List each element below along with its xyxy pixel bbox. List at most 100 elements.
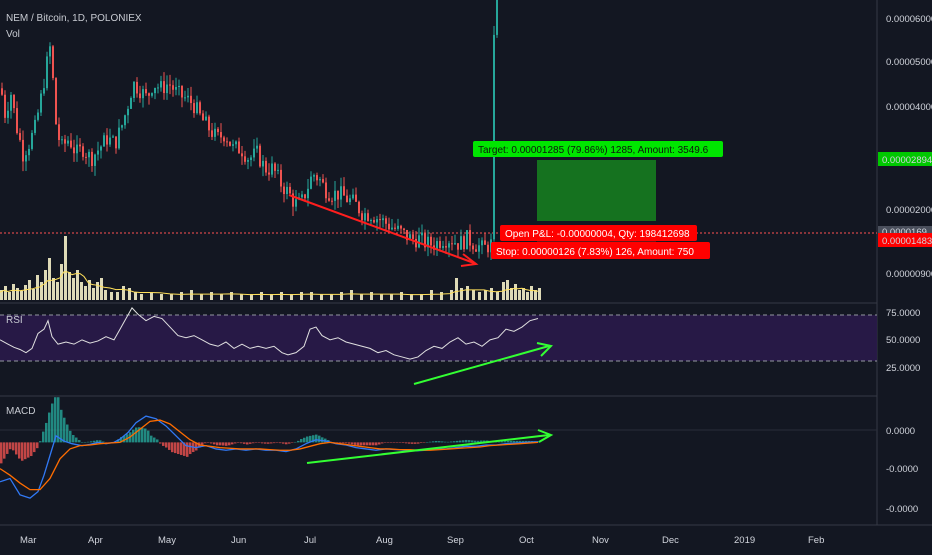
rsi-axis[interactable]: 75.0000 50.0000 25.0000: [886, 308, 920, 374]
macd-histogram-bar: [444, 441, 447, 443]
candle-body: [127, 108, 129, 116]
candle-body: [187, 95, 189, 98]
macd-histogram-bar: [153, 437, 156, 443]
macd-histogram-bar: [51, 403, 54, 443]
price-axis[interactable]: 0.00006000 0.00005000 0.00004000 0.00002…: [878, 14, 932, 280]
volume-ma-line: [0, 271, 539, 296]
candle-body: [337, 190, 339, 200]
macd-histogram-bar: [453, 441, 456, 443]
macd-histogram-bar: [384, 442, 387, 443]
macd-histogram-bar: [432, 441, 435, 443]
rsi-green-arrow[interactable]: [413, 342, 554, 385]
stop-label[interactable]: Stop: 0.00000126 (7.83%) 126, Amount: 75…: [491, 242, 710, 259]
volume-bar: [16, 288, 19, 300]
macd-histogram-bar: [48, 412, 51, 443]
candle-body: [373, 220, 375, 223]
macd-indicator-label[interactable]: MACD: [6, 406, 35, 417]
macd-histogram-bar: [69, 430, 72, 443]
macd-histogram-bar: [447, 441, 450, 443]
macd-histogram-bar: [222, 442, 225, 446]
macd-histogram-bar: [537, 441, 540, 443]
candle-body: [1, 88, 3, 95]
volume-bar: [320, 294, 323, 300]
macd-histogram-bar: [234, 442, 237, 444]
macd-histogram-bar: [456, 440, 459, 443]
volume-bar: [44, 270, 47, 300]
candle-body: [424, 232, 426, 248]
volume-indicator-label[interactable]: Vol: [6, 29, 20, 40]
volume-bar: [530, 286, 533, 300]
macd-histogram-bar: [516, 440, 519, 443]
candle-body: [472, 245, 474, 250]
macd-histogram-bar: [483, 440, 486, 443]
volume-bar: [455, 278, 458, 300]
macd-histogram-bar: [342, 442, 345, 444]
open-pl-label[interactable]: Open P&L: -0.00000004, Qty: 198412698: [500, 225, 697, 241]
macd-histogram-bar: [294, 441, 297, 443]
macd-histogram-bar: [99, 440, 102, 443]
candle-body: [358, 201, 360, 214]
candle-body: [166, 84, 168, 94]
macd-histogram-bar: [93, 440, 96, 443]
volume-bar: [72, 278, 75, 300]
target-zone[interactable]: [537, 160, 656, 221]
candle-body: [316, 175, 318, 181]
macd-histogram-bar: [264, 442, 267, 444]
open-pl-text: Open P&L: -0.00000004, Qty: 198412698: [505, 229, 690, 240]
red-trend-arrow[interactable]: [288, 194, 479, 267]
candle-body: [58, 124, 60, 141]
macd-histogram-bar: [18, 442, 21, 459]
macd-histogram-bar: [288, 442, 291, 444]
volume-bar: [410, 294, 413, 300]
candle-body: [175, 86, 177, 90]
volume-bar: [250, 294, 253, 300]
candle-body: [184, 97, 186, 99]
macd-histogram-bar: [60, 409, 63, 443]
macd-histogram-bar: [465, 439, 468, 443]
symbol-title[interactable]: NEM / Bitcoin, 1D, POLONIEX: [6, 13, 142, 24]
candle-body: [79, 144, 81, 147]
macd-histogram-bar: [417, 442, 420, 444]
target-label[interactable]: Target: 0.00001285 (79.86%) 1285, Amount…: [473, 141, 723, 157]
volume-bar: [210, 292, 213, 300]
volume-bar: [510, 288, 513, 300]
macd-histogram-bar: [321, 437, 324, 443]
macd-histogram-bar: [363, 442, 366, 446]
candle-body: [439, 241, 441, 248]
volume-bar: [514, 284, 517, 300]
candle-body: [454, 243, 456, 245]
macd-histogram-bar: [75, 437, 78, 443]
candle-body: [130, 98, 132, 109]
volume-bar: [496, 292, 499, 300]
macd-histogram-bar: [21, 442, 24, 461]
candle-body: [52, 46, 54, 79]
time-axis[interactable]: Mar Apr May Jun Jul Aug Sep Oct Nov Dec …: [20, 535, 824, 546]
macd-histogram-bar: [318, 435, 321, 443]
macd-histogram-bar: [54, 397, 57, 443]
volume-bar: [28, 280, 31, 300]
macd-histogram-bar: [84, 442, 87, 443]
candle-body: [292, 193, 294, 207]
volume-bar: [128, 288, 131, 300]
macd-histogram-bar: [399, 442, 402, 443]
candle-body: [40, 93, 42, 113]
candle-body: [352, 194, 354, 199]
macd-axis[interactable]: 0.0000 -0.0000 -0.0000: [886, 426, 918, 515]
volume-bar: [230, 292, 233, 300]
rsi-indicator-label[interactable]: RSI: [6, 315, 23, 326]
time-label: Dec: [662, 535, 679, 546]
macd-histogram-bar: [237, 442, 240, 443]
volume-bar: [110, 292, 113, 300]
volume-bar: [76, 270, 79, 300]
time-label: Aug: [376, 535, 393, 546]
macd-green-arrow[interactable]: [306, 429, 554, 464]
macd-signal-line: [0, 419, 539, 491]
time-label: Apr: [88, 535, 103, 546]
volume-bar: [150, 292, 153, 300]
candle-body: [163, 81, 165, 94]
macd-histogram-bar: [231, 442, 234, 445]
macd-histogram-bar: [354, 442, 357, 445]
volume-bar: [40, 282, 43, 300]
